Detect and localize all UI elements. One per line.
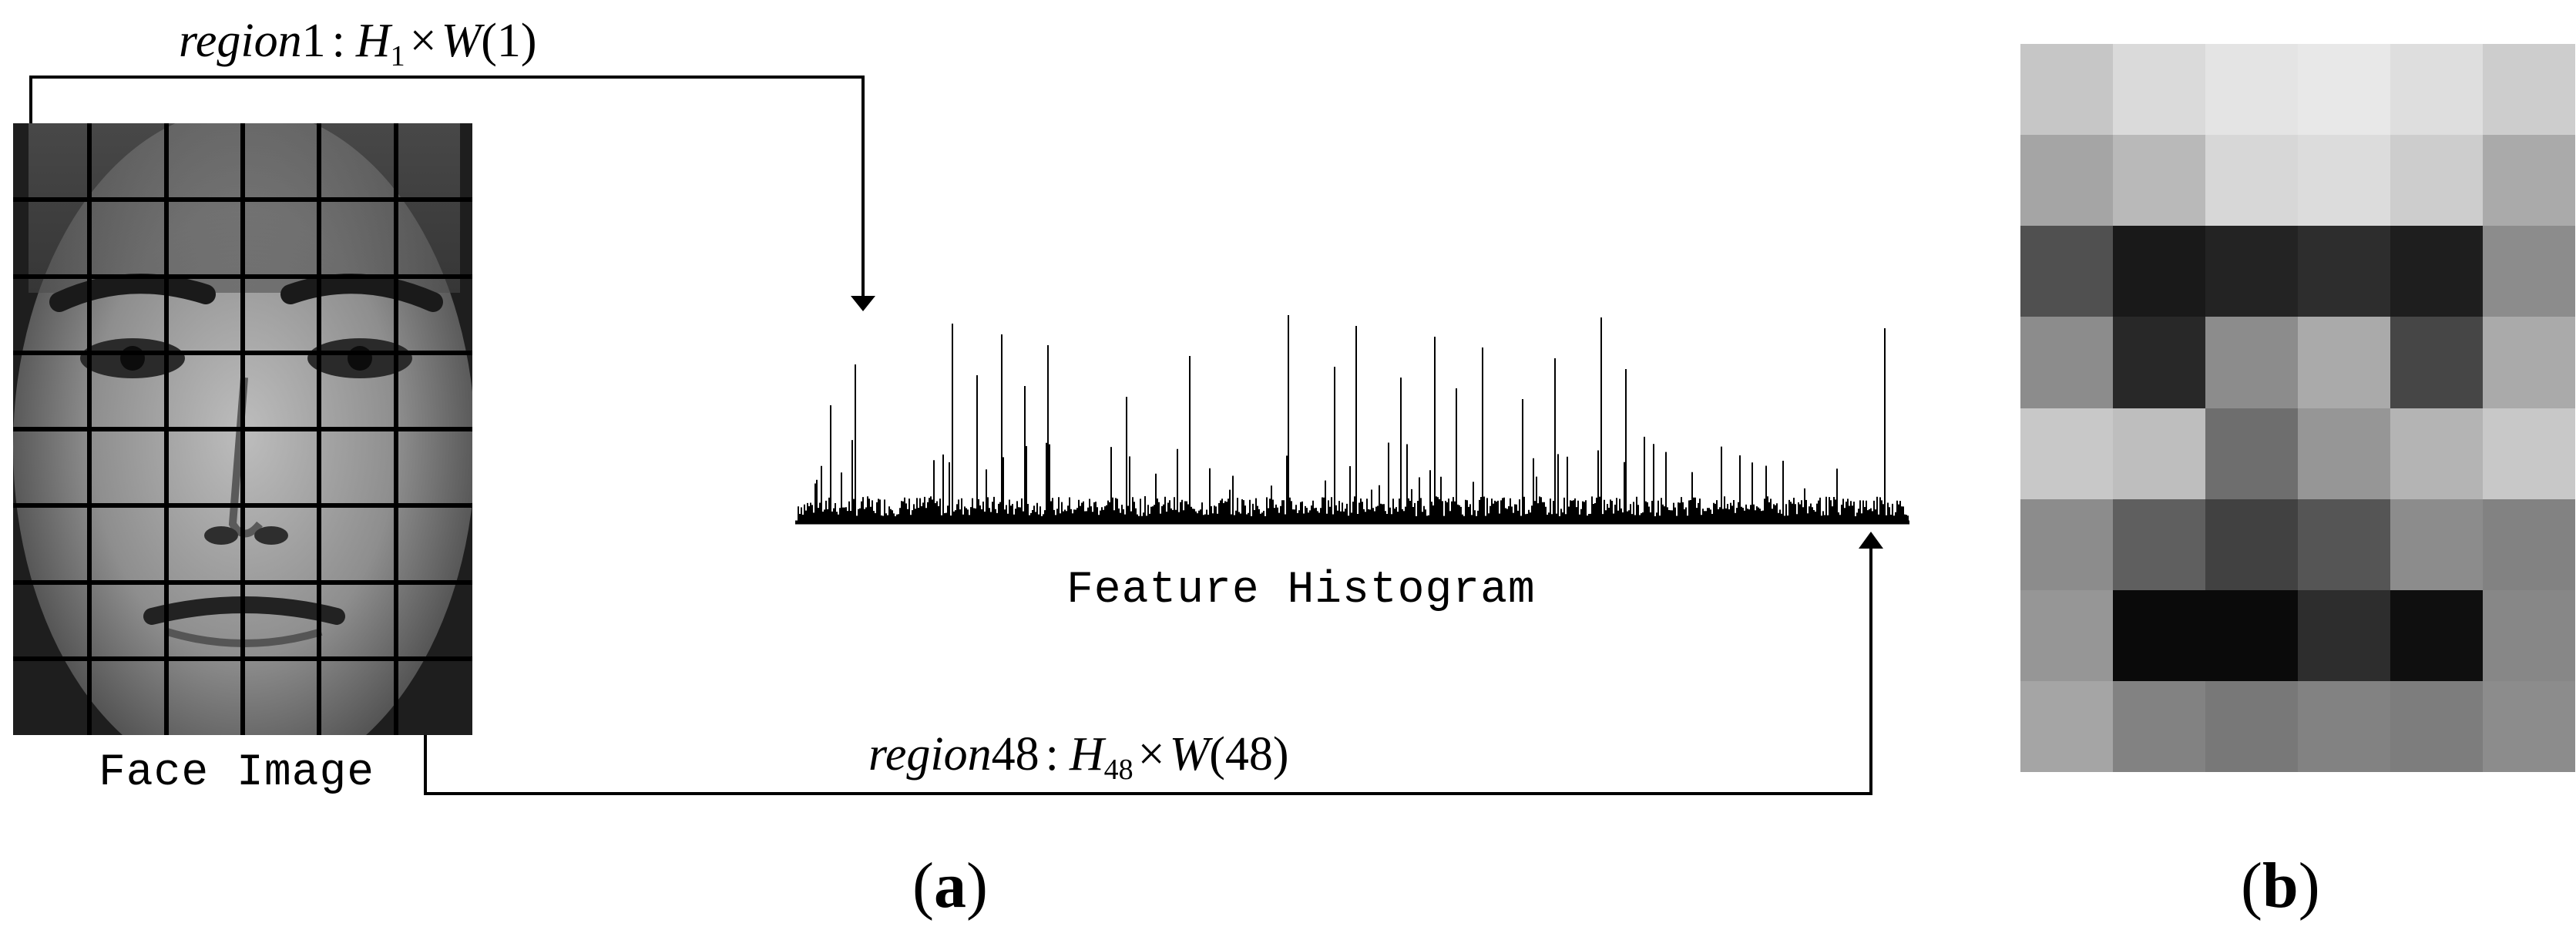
heatmap-cell xyxy=(2298,135,2390,227)
region1-w: W xyxy=(441,15,482,67)
heatmap-cell xyxy=(2205,499,2298,590)
heatmap-cell xyxy=(2113,135,2205,227)
weight-heatmap xyxy=(2020,44,2575,772)
heatmap-cell xyxy=(2020,226,2113,317)
region48-arrowhead xyxy=(1859,532,1883,549)
heatmap-cell xyxy=(2390,680,2483,772)
heatmap-cell xyxy=(2113,680,2205,772)
heatmap-cell xyxy=(2483,408,2575,499)
region48-arg: (48) xyxy=(1209,728,1289,781)
heatmap-cell xyxy=(2113,317,2205,408)
heatmap-cell xyxy=(2113,499,2205,590)
heatmap-cell xyxy=(2483,499,2575,590)
region1-h-subscript: 1 xyxy=(390,40,405,72)
histogram-bars xyxy=(798,315,1909,521)
region48-h-subscript: 48 xyxy=(1103,754,1134,786)
heatmap-cell xyxy=(2298,44,2390,136)
heatmap-cell xyxy=(2298,408,2390,499)
histogram-caption: Feature Histogram xyxy=(1066,566,1536,616)
heatmap-cell xyxy=(2390,44,2483,136)
feature-histogram xyxy=(798,315,1909,521)
region1-separator: : xyxy=(331,15,345,67)
panel-a-label: (a) xyxy=(912,854,988,918)
heatmap-cell xyxy=(2020,680,2113,772)
heatmap-cell xyxy=(2298,589,2390,681)
right-eyebrow xyxy=(280,274,443,312)
heatmap-cell xyxy=(2205,408,2298,499)
region48-label: region48: H48×W(48) xyxy=(868,730,1289,784)
region48-word: region xyxy=(868,728,992,781)
region1-times: × xyxy=(409,15,437,67)
region1-label: region1: H1×W(1) xyxy=(179,17,537,71)
region1-arg: (1) xyxy=(481,15,537,67)
heatmap-cell xyxy=(2020,317,2113,408)
heatmap-cell xyxy=(2298,680,2390,772)
heatmap-cell xyxy=(2298,499,2390,590)
region48-w: W xyxy=(1169,728,1210,781)
heatmap-cell xyxy=(2205,226,2298,317)
panel-b-label: (b) xyxy=(2241,854,2320,918)
heatmap-cell xyxy=(2205,317,2298,408)
heatmap-cell xyxy=(2390,226,2483,317)
face-drawing xyxy=(13,123,472,735)
heatmap-cell xyxy=(2020,408,2113,499)
region1-connector-line xyxy=(29,76,865,300)
heatmap-cell xyxy=(2020,44,2113,136)
panel-a-close-paren: ) xyxy=(966,850,988,922)
heatmap-cell xyxy=(2205,589,2298,681)
region48-number: 48 xyxy=(991,728,1039,781)
heatmap-cell xyxy=(2483,317,2575,408)
region1-h: H xyxy=(355,15,391,67)
heatmap-cell xyxy=(2205,135,2298,227)
face-grid xyxy=(13,123,472,735)
heatmap-cell xyxy=(2483,135,2575,227)
heatmap-cell xyxy=(2113,44,2205,136)
heatmap-cell xyxy=(2113,408,2205,499)
region48-times: × xyxy=(1137,728,1165,781)
panel-a-open-paren: ( xyxy=(912,850,934,922)
face-image xyxy=(13,123,472,735)
heatmap-cell xyxy=(2483,680,2575,772)
left-eyebrow xyxy=(49,274,216,312)
region48-h: H xyxy=(1069,728,1104,781)
panel-b-letter: b xyxy=(2262,850,2299,922)
region1-number: 1 xyxy=(301,15,326,67)
face-caption: Face Image xyxy=(99,748,375,798)
region1-arrowhead xyxy=(851,296,875,311)
region48-separator: : xyxy=(1045,728,1059,781)
heatmap-cell xyxy=(2298,226,2390,317)
heatmap-cell xyxy=(2020,589,2113,681)
heatmap-cell xyxy=(2390,589,2483,681)
heatmap-cell xyxy=(2390,499,2483,590)
heatmap-cell xyxy=(2483,226,2575,317)
heatmap-cell xyxy=(2390,135,2483,227)
panel-a-letter: a xyxy=(933,850,966,922)
panel-b-open-paren: ( xyxy=(2241,850,2262,922)
heatmap-cell xyxy=(2113,589,2205,681)
heatmap-cell xyxy=(2390,317,2483,408)
heatmap-cell xyxy=(2483,589,2575,681)
heatmap-cell xyxy=(2205,680,2298,772)
heatmap-cell xyxy=(2020,135,2113,227)
panel-b-close-paren: ) xyxy=(2298,850,2320,922)
region1-word: region xyxy=(179,15,302,67)
heatmap-cell xyxy=(2113,226,2205,317)
heatmap-cell xyxy=(2390,408,2483,499)
heatmap-cell xyxy=(2483,44,2575,136)
heatmap-cell xyxy=(2298,317,2390,408)
heatmap-cell xyxy=(2205,44,2298,136)
heatmap-cell xyxy=(2020,499,2113,590)
